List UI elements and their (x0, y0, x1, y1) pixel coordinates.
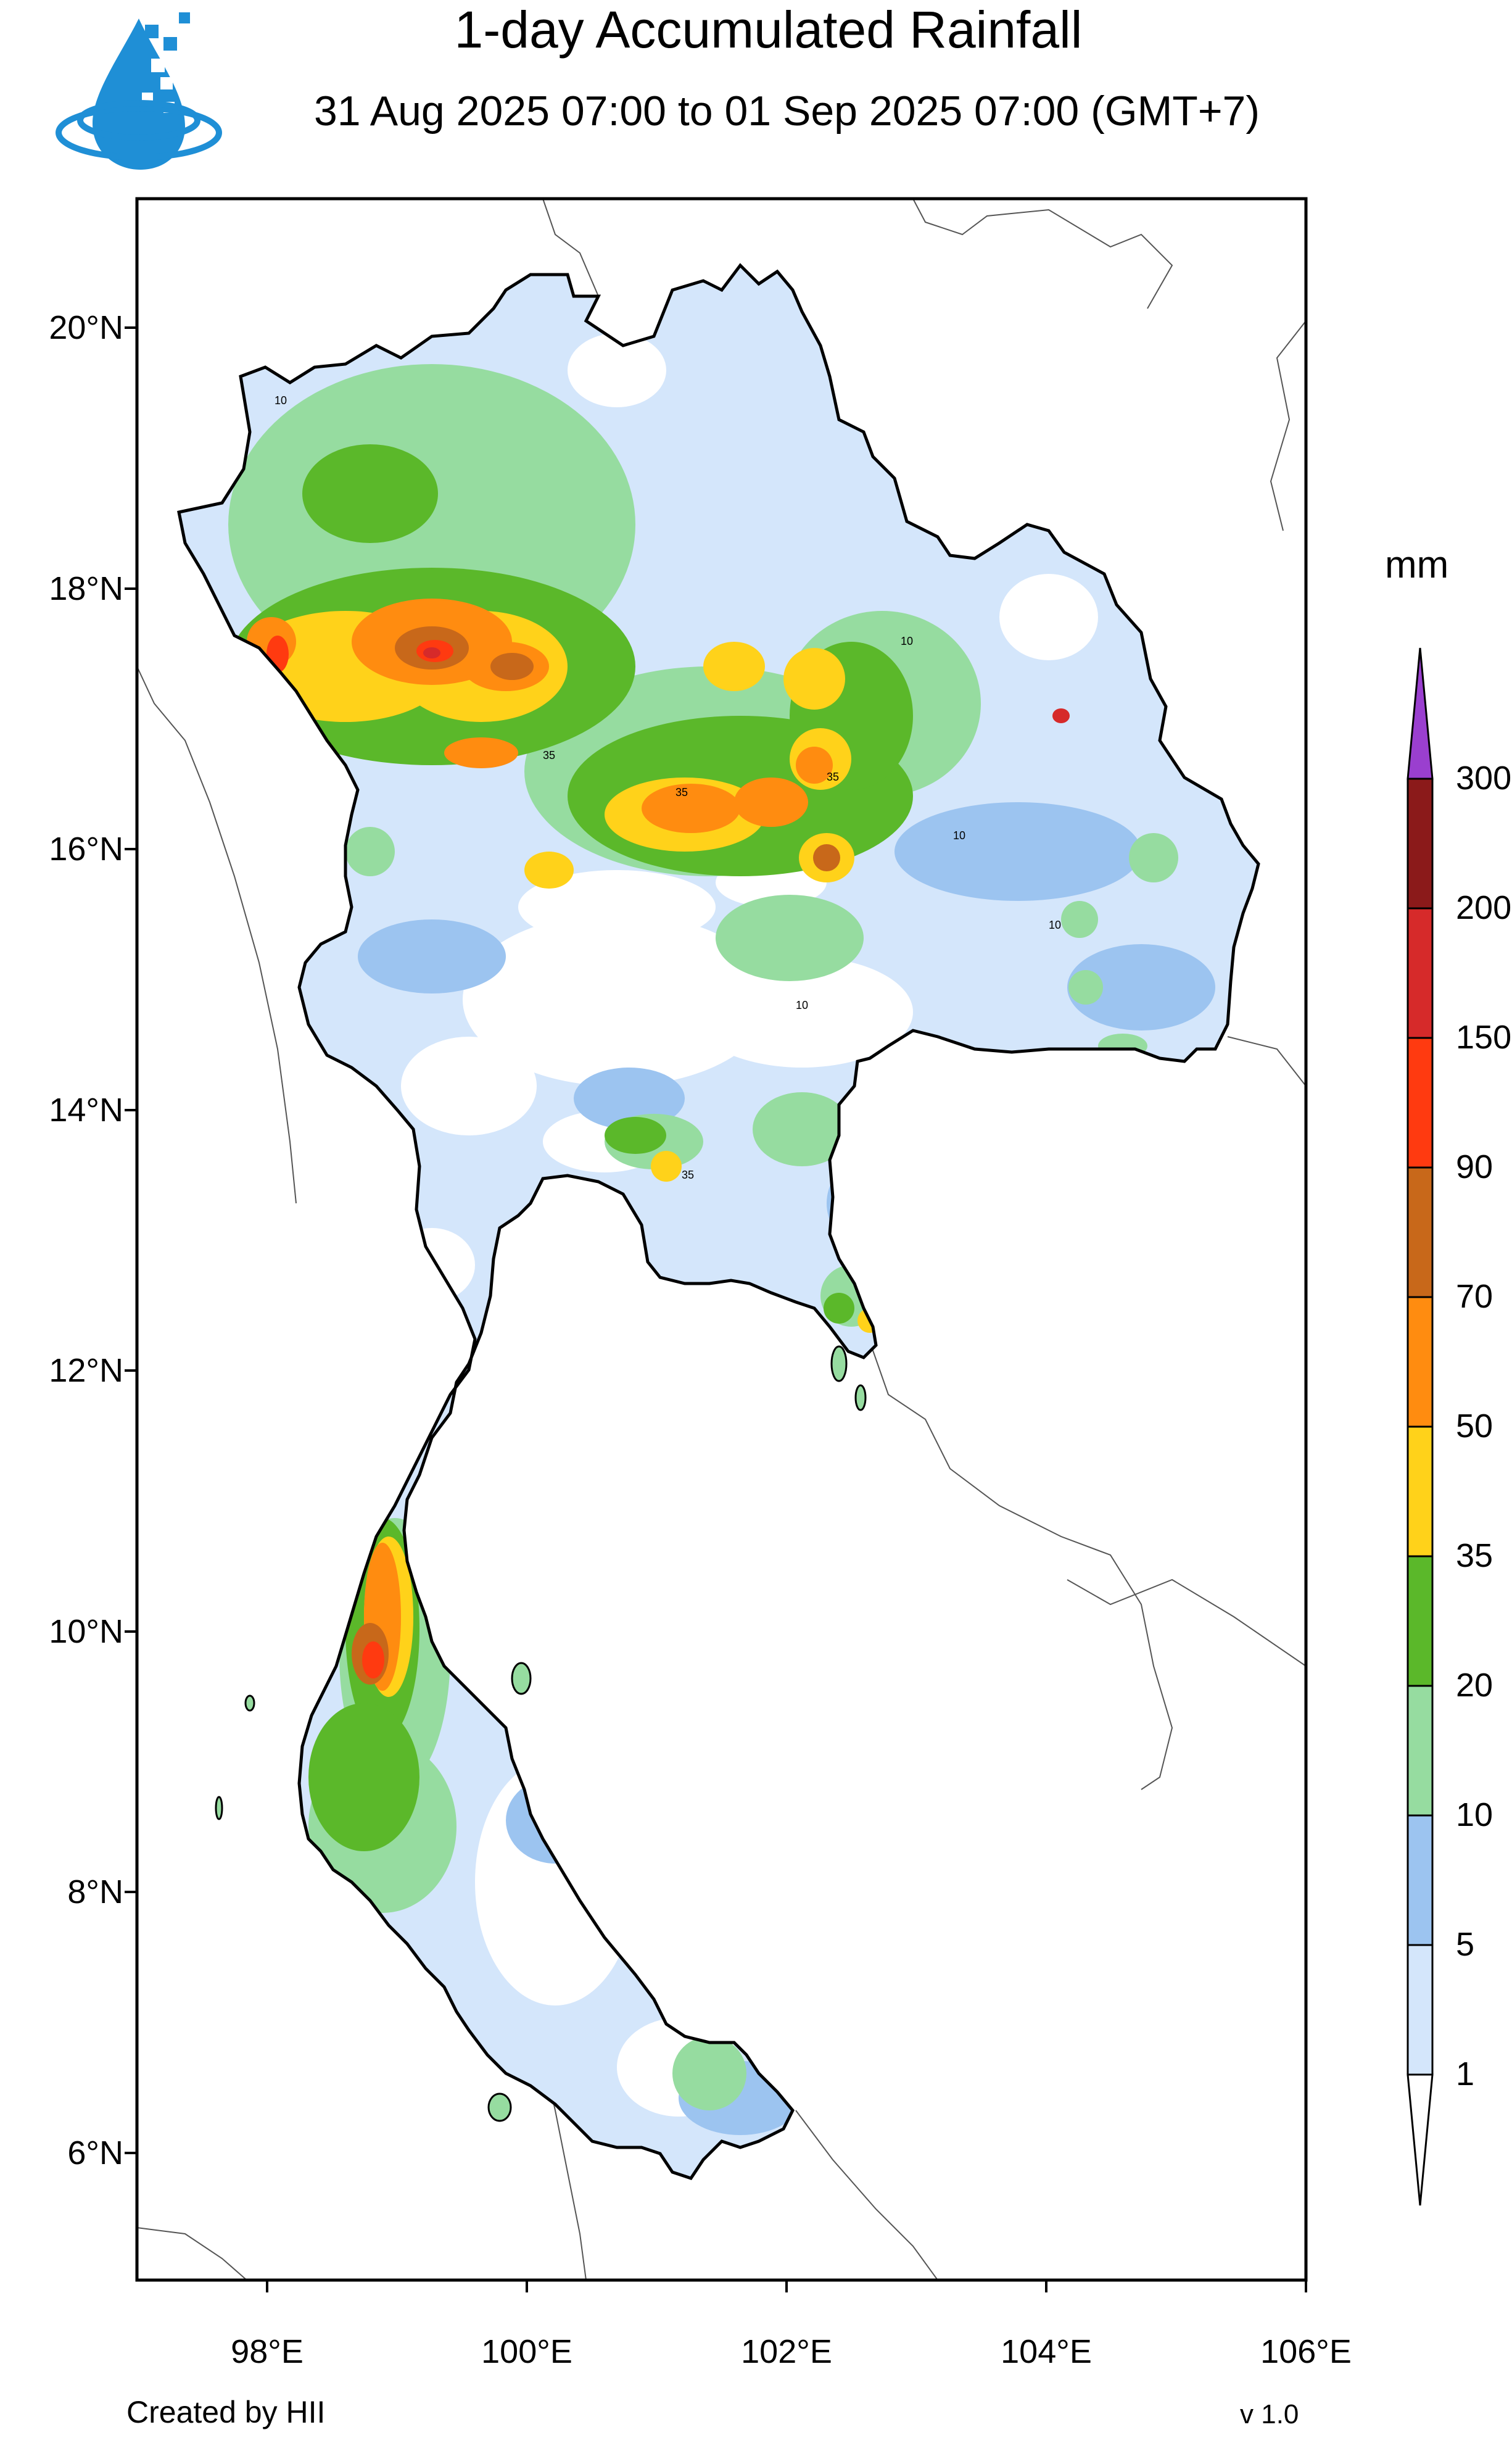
contour-label: 10 (275, 394, 287, 407)
contour-label: 10 (953, 829, 965, 842)
colorbar-label: 5 (1456, 1926, 1475, 1963)
lat-label: 6°N (67, 2134, 123, 2171)
map-subtitle: 31 Aug 2025 07:00 to 01 Sep 2025 07:00 (… (313, 88, 1260, 135)
lat-label: 16°N (49, 831, 123, 868)
contour-label: 35 (682, 1169, 694, 1181)
lat-label: 18°N (49, 570, 123, 607)
lon-label: 98°E (231, 2333, 304, 2370)
country-borders (137, 199, 1306, 2280)
lat-label: 10°N (49, 1613, 123, 1650)
contour-labels: 10 35 35 35 10 10 35 10 10 (275, 394, 1061, 1181)
map-title: 1-day Accumulated Rainfall (454, 1, 1083, 59)
colorbar-label: 1 (1456, 2055, 1475, 2093)
lat-label: 14°N (49, 1092, 123, 1129)
version-text: v 1.0 (1240, 2399, 1299, 2429)
colorbar-label: 200 (1456, 889, 1512, 926)
lon-label: 100°E (481, 2333, 572, 2370)
contour-label: 35 (543, 749, 555, 761)
lon-label: 106°E (1260, 2333, 1352, 2370)
lat-label: 12°N (49, 1352, 123, 1389)
colorbar-unit: mm (1385, 544, 1449, 586)
contour-label: 10 (901, 635, 913, 647)
contour-label: 35 (675, 786, 688, 798)
contour-label: 10 (1049, 919, 1061, 931)
map-frame (135, 197, 1308, 2282)
lat-ticks (125, 326, 137, 2154)
colorbar-label: 150 (1456, 1019, 1512, 1056)
lon-label: 102°E (741, 2333, 832, 2370)
colorbar-label: 70 (1456, 1278, 1493, 1315)
lat-label: 8°N (67, 1873, 123, 1910)
credit-text: Created by HII (126, 2395, 326, 2429)
lon-ticks (266, 2280, 1307, 2292)
colorbar-label: 90 (1456, 1148, 1493, 1185)
colorbar-label: 35 (1456, 1537, 1493, 1574)
contour-label: 35 (827, 771, 839, 783)
islands (215, 1345, 867, 2122)
colorbar-label: 50 (1456, 1408, 1493, 1445)
lon-label: 104°E (1001, 2333, 1092, 2370)
lat-label: 20°N (49, 309, 123, 346)
colorbar-label: 300 (1456, 760, 1512, 797)
rain-150-200 (423, 647, 1070, 723)
colorbar-label: 20 (1456, 1667, 1493, 1704)
colorbar-label: 10 (1456, 1796, 1493, 1833)
dry-areas (389, 333, 1098, 2117)
contour-label: 10 (796, 999, 808, 1011)
